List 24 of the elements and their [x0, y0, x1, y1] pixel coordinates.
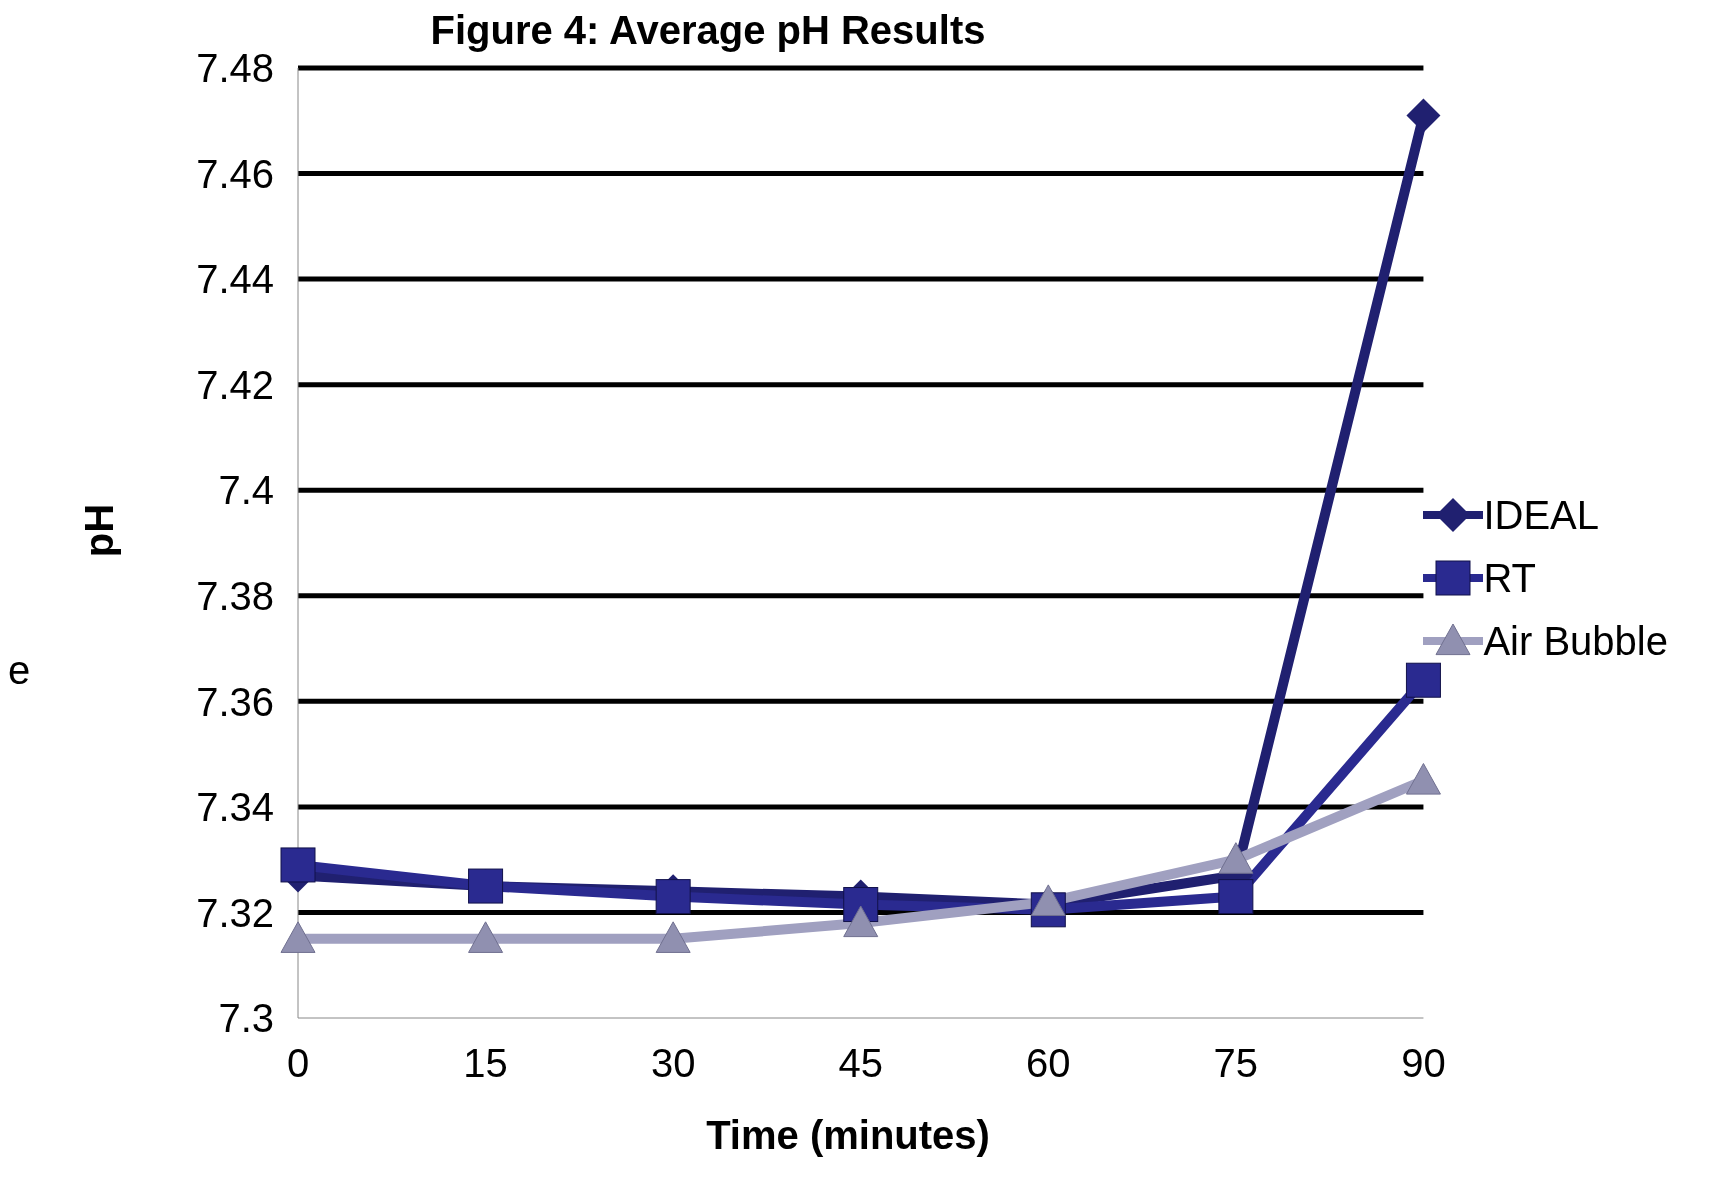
y-tick-label: 7.32: [196, 890, 274, 935]
x-tick-label: 60: [1026, 1041, 1071, 1086]
y-tick-label: 7.42: [196, 362, 274, 407]
y-tick-label: 7.38: [196, 573, 274, 618]
legend-label: RT: [1483, 555, 1537, 601]
legend-label: Air Bubble: [1483, 618, 1668, 664]
x-tick-label: 15: [463, 1041, 508, 1086]
y-tick-label: 7.48: [196, 46, 274, 91]
legend-label: IDEAL: [1483, 492, 1600, 538]
y-tick-label: 7.44: [196, 257, 274, 302]
x-tick-label: 0: [286, 1041, 310, 1086]
x-axis-title: Time (minutes): [705, 1113, 991, 1158]
x-tick-label: 45: [838, 1041, 883, 1086]
x-tick-label: 90: [1401, 1041, 1446, 1086]
x-tick-label: 75: [1213, 1041, 1259, 1086]
chart-title: Figure 4: Average pH Results: [430, 8, 986, 52]
x-tick-label: 30: [650, 1041, 696, 1086]
y-tick-label: 7.4: [218, 468, 274, 513]
y-axis-title: pH: [77, 503, 123, 558]
y-tick-label: 7.34: [196, 785, 274, 830]
y-tick-label: 7.3: [218, 996, 274, 1041]
y-tick-label: 7.36: [196, 679, 274, 724]
text: e: [8, 648, 31, 693]
y-tick-label: 7.46: [196, 151, 274, 196]
